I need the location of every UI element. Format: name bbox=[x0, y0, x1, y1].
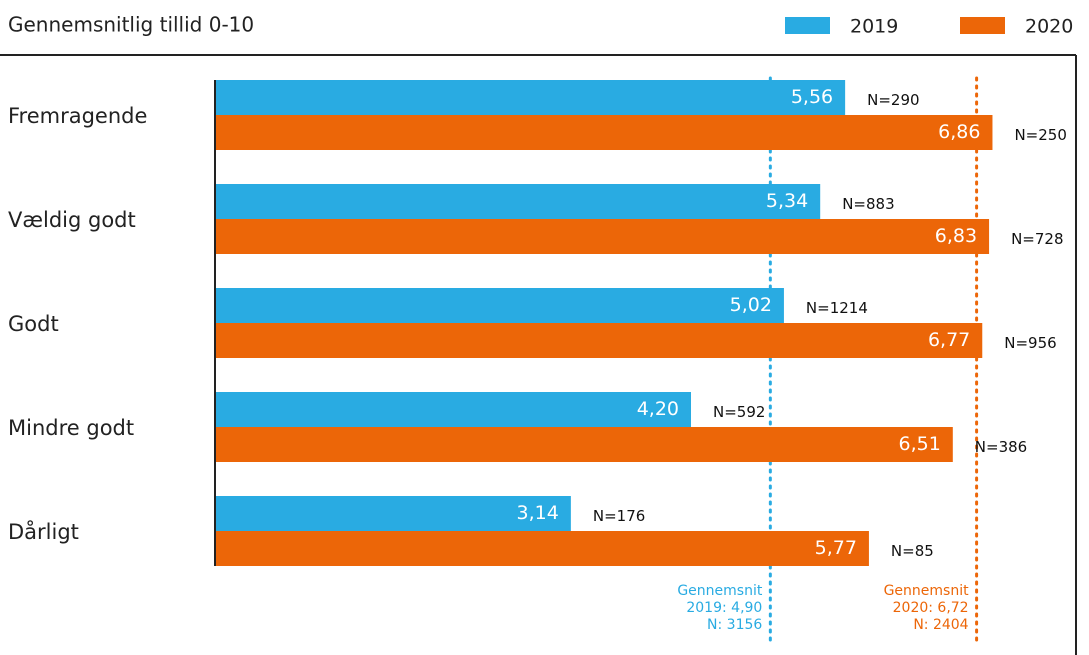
value-label: 6,77 bbox=[928, 329, 970, 351]
value-label: 5,34 bbox=[766, 190, 808, 212]
value-label: 6,86 bbox=[938, 121, 980, 143]
n-label: N=176 bbox=[593, 507, 645, 525]
chart-title: Gennemsnitlig tillid 0-10 bbox=[8, 13, 254, 37]
n-label: N=85 bbox=[891, 542, 934, 560]
reference-label: Gennemsnit bbox=[884, 583, 970, 599]
value-label: 5,56 bbox=[791, 86, 833, 108]
n-label: N=728 bbox=[1011, 230, 1063, 248]
n-label: N=883 bbox=[842, 195, 894, 213]
legend-swatch bbox=[960, 17, 1005, 34]
legend-label: 2019 bbox=[850, 16, 898, 38]
value-label: 6,51 bbox=[898, 433, 940, 455]
category-label: Dårligt bbox=[8, 519, 79, 544]
reference-label: 2020: 6,72 bbox=[893, 600, 969, 616]
bar bbox=[215, 80, 846, 115]
reference-label: N: 2404 bbox=[913, 617, 968, 633]
n-label: N=290 bbox=[867, 91, 919, 109]
bar bbox=[215, 496, 571, 531]
bar bbox=[215, 531, 869, 566]
category-label: Mindre godt bbox=[8, 416, 134, 440]
value-label: 3,14 bbox=[517, 502, 559, 524]
bar bbox=[215, 323, 983, 358]
reference-label: 2019: 4,90 bbox=[686, 600, 762, 616]
reference-label: Gennemsnit bbox=[677, 583, 763, 599]
value-label: 5,02 bbox=[730, 294, 772, 316]
value-label: 6,83 bbox=[935, 225, 977, 247]
reference-label: N: 3156 bbox=[707, 617, 762, 633]
value-label: 5,77 bbox=[815, 537, 857, 559]
n-label: N=956 bbox=[1004, 334, 1056, 352]
category-label: Vældig godt bbox=[8, 208, 136, 232]
legend-label: 2020 bbox=[1025, 16, 1073, 38]
bar bbox=[215, 288, 784, 323]
bar bbox=[215, 184, 821, 219]
bar bbox=[215, 219, 990, 254]
category-label: Godt bbox=[8, 312, 59, 336]
n-label: N=1214 bbox=[806, 299, 868, 317]
legend-swatch bbox=[785, 17, 830, 34]
value-label: 4,20 bbox=[637, 398, 679, 420]
bar bbox=[215, 115, 993, 150]
category-label: Fremragende bbox=[8, 104, 147, 128]
n-label: N=250 bbox=[1014, 126, 1066, 144]
n-label: N=592 bbox=[713, 403, 765, 421]
bar bbox=[215, 392, 691, 427]
n-label: N=386 bbox=[975, 438, 1027, 456]
bar bbox=[215, 427, 953, 462]
